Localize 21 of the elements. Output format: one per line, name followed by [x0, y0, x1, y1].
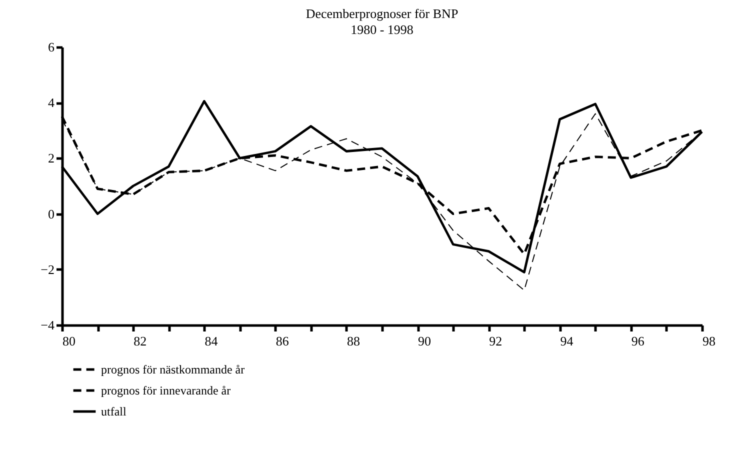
legend-label: utfall: [101, 404, 127, 418]
y-tick-label: 4: [48, 95, 55, 110]
chart-title: Decemberprognoser för BNP: [306, 6, 458, 21]
x-tick-label: 86: [276, 334, 290, 348]
x-tick-label: 80: [62, 334, 76, 348]
x-tick-label: 94: [560, 334, 574, 348]
x-tick-label: 98: [702, 334, 716, 348]
y-tick-label: 0: [48, 206, 54, 222]
legend-label: prognos för nästkommande år: [101, 362, 245, 376]
y-tick-label: −4: [40, 318, 55, 332]
x-tick-label: 96: [631, 334, 645, 348]
y-tick-label: 2: [48, 150, 54, 166]
x-tick-label: 82: [134, 334, 147, 348]
y-tick-label: 6: [48, 40, 55, 54]
x-tick-label: 88: [346, 334, 360, 348]
chart-subtitle: 1980 - 1998: [350, 22, 414, 37]
x-tick-label: 84: [204, 334, 218, 348]
x-tick-label: 92: [489, 334, 502, 348]
legend-label: prognos för innevarande år: [101, 384, 231, 398]
x-tick-label: 90: [418, 334, 432, 348]
y-tick-label: −2: [40, 262, 54, 277]
